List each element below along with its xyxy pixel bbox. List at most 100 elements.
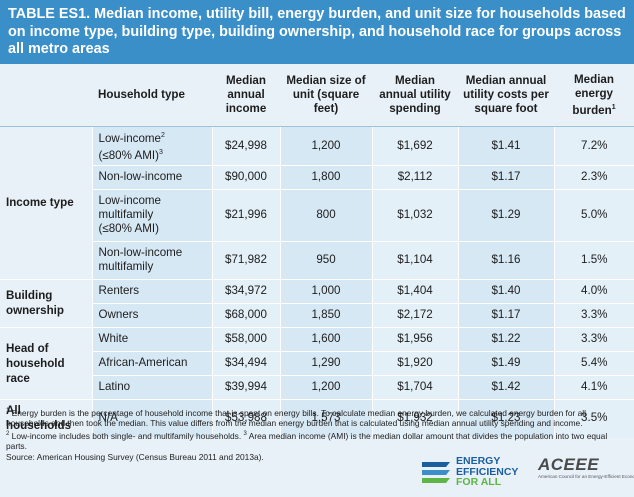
cell-spending: $1,920	[371, 350, 458, 376]
cell-size: 1,573	[279, 398, 372, 437]
eefa-stripes-icon	[422, 462, 450, 483]
cell-income: $53,988	[211, 398, 280, 437]
logos: ENERGY EFFICIENCY FOR ALL ACEEE American…	[420, 452, 634, 497]
cell-cost: $1.41	[457, 126, 554, 166]
cell-burden: 7.2%	[553, 126, 634, 166]
row-type: Low-income multifamily (≤80% AMI)	[91, 188, 212, 242]
cell-cost: $1.29	[457, 188, 554, 242]
footnote-1: 1 Energy burden is the percentage of hou…	[6, 407, 587, 429]
cell-cost: $1.23	[457, 398, 554, 437]
cell-income: $39,994	[211, 374, 280, 400]
cell-income: $24,998	[211, 126, 280, 166]
cell-burden: 4.1%	[553, 374, 634, 400]
cell-income: $34,494	[211, 350, 280, 376]
cell-size: 1,200	[279, 374, 372, 400]
group-all-households: All households	[0, 398, 92, 437]
table-row: All households N/A $53,988 1,573 $1,932 …	[0, 398, 634, 437]
cell-cost: $1.16	[457, 240, 554, 280]
cell-size: 1,200	[279, 126, 372, 166]
row-type: Non-low-income	[91, 164, 212, 190]
cell-size: 1,600	[279, 326, 372, 352]
row-type: Non-low-income multifamily	[91, 240, 212, 280]
group-income-type: Income type	[0, 126, 92, 280]
cell-cost: $1.42	[457, 374, 554, 400]
cell-burden: 4.0%	[553, 278, 634, 304]
header-cost-sqft: Median annual utility costs per square f…	[458, 64, 554, 127]
cell-spending: $1,932	[371, 398, 458, 437]
eefa-line1: ENERGY	[456, 455, 501, 467]
cell-burden: 5.4%	[553, 350, 634, 376]
cell-cost: $1.17	[457, 164, 554, 190]
eefa-line2: EFFICIENCY	[456, 465, 519, 478]
row-type: Latino	[91, 374, 212, 400]
footnotes: 1 Energy burden is the percentage of hou…	[6, 406, 626, 462]
table-row: Latino $39,994 1,200 $1,704 $1.42 4.1%	[0, 374, 634, 400]
table-row: Non-low-income multifamily $71,982 950 $1…	[0, 240, 634, 280]
cell-cost: $1.40	[457, 278, 554, 304]
table-title-text: Median income, utility bill, energy burd…	[8, 6, 626, 57]
aceee-logo: ACEEE American Council for an Energy-Eff…	[538, 456, 634, 494]
cell-spending: $1,404	[371, 278, 458, 304]
table-row: Owners $68,000 1,850 $2,172 $1.17 3.3%	[0, 302, 634, 328]
cell-burden: 3.3%	[553, 302, 634, 328]
cell-income: $68,000	[211, 302, 280, 328]
cell-burden: 3.3%	[553, 326, 634, 352]
cell-income: $21,996	[211, 188, 280, 242]
energy-efficiency-for-all-logo: ENERGY EFFICIENCY FOR ALL	[420, 454, 530, 494]
cell-burden: 3.5%	[553, 398, 634, 437]
table-title: TABLE ES1. Median income, utility bill, …	[0, 0, 634, 64]
aceee-wordmark: ACEEE	[538, 455, 600, 474]
cell-size: 1,290	[279, 350, 372, 376]
cell-burden: 5.0%	[553, 188, 634, 242]
cell-income: $58,000	[211, 326, 280, 352]
energy-burden-table: Household type Median annual income Medi…	[0, 64, 634, 437]
cell-cost: $1.17	[457, 302, 554, 328]
source-note: Source: American Housing Survey (Census …	[6, 451, 264, 462]
cell-spending: $1,032	[371, 188, 458, 242]
header-size: Median size of unit (square feet)	[280, 64, 372, 127]
cell-spending: $1,104	[371, 240, 458, 280]
eefa-line3: FOR ALL	[456, 476, 502, 488]
table-row: Head of household race White $58,000 1,6…	[0, 326, 634, 400]
aceee-subtitle: American Council for an Energy-Efficient…	[538, 474, 634, 479]
row-type: N/A	[91, 398, 212, 437]
cell-burden: 2.3%	[553, 164, 634, 190]
header-household-type: Household type	[92, 64, 212, 127]
cell-size: 800	[279, 188, 372, 242]
table-row: Low-income multifamily (≤80% AMI) $21,996 …	[0, 188, 634, 242]
cell-size: 1,000	[279, 278, 372, 304]
header-income: Median annual income	[212, 64, 280, 127]
cell-size: 1,800	[279, 164, 372, 190]
cell-spending: $1,956	[371, 326, 458, 352]
group-building-ownership: Building ownership	[0, 278, 92, 328]
table-row: Income type Low-income2 (≤80% AMI)3 $24,9…	[0, 126, 634, 280]
cell-size: 1,850	[279, 302, 372, 328]
header-burden-footnote-mark: 1	[611, 103, 616, 111]
header-spending: Median annual utility spending	[372, 64, 458, 127]
table-title-label: TABLE ES1.	[8, 6, 91, 22]
table-row: Non-low-income $90,000 1,800 $2,112 $1.1…	[0, 164, 634, 190]
cell-burden: 1.5%	[553, 240, 634, 280]
cell-spending: $2,112	[371, 164, 458, 190]
header-burden: Median energy burden1	[554, 64, 634, 127]
group-head-race: Head of household race	[0, 326, 92, 400]
footnote-2-3: 2 Low-income includes both single- and m…	[6, 430, 608, 452]
cell-income: $34,972	[211, 278, 280, 304]
cell-spending: $1,692	[371, 126, 458, 166]
row-type: Renters	[91, 278, 212, 304]
cell-income: $71,982	[211, 240, 280, 280]
row-type: African-American	[91, 350, 212, 376]
header-group	[0, 64, 92, 127]
cell-cost: $1.49	[457, 350, 554, 376]
header-row: Household type Median annual income Medi…	[0, 64, 634, 127]
cell-spending: $1,704	[371, 374, 458, 400]
row-type: Owners	[91, 302, 212, 328]
row-type: White	[91, 326, 212, 352]
row-type: Low-income2 (≤80% AMI)3	[91, 126, 212, 166]
cell-spending: $2,172	[371, 302, 458, 328]
table-row: Building ownership Renters $34,972 1,000…	[0, 278, 634, 328]
header-burden-text: Median energy burden	[572, 72, 614, 117]
cell-size: 950	[279, 240, 372, 280]
table-row: African-American $34,494 1,290 $1,920 $1…	[0, 350, 634, 376]
cell-cost: $1.22	[457, 326, 554, 352]
